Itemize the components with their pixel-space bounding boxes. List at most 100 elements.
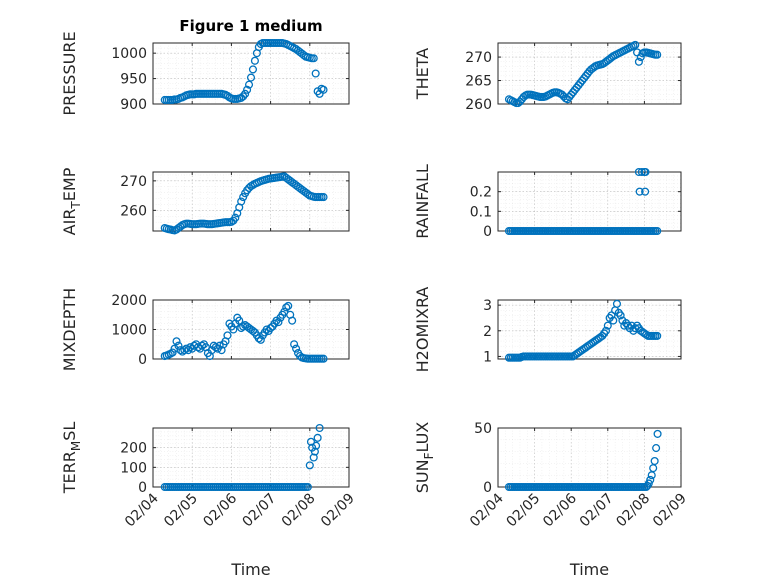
y-axis-label-main: SUN xyxy=(413,459,432,493)
y-axis-label-main: RAINFALL xyxy=(413,164,432,239)
y-axis-label-main: MIXDEPTH xyxy=(60,288,79,371)
y-tick-label: 2000 xyxy=(111,293,147,309)
plot-area xyxy=(497,299,682,360)
data-point xyxy=(612,299,621,308)
y-axis-label: H2OMIXRA xyxy=(413,287,432,373)
y-axis-label-main: H2OMIXRA xyxy=(413,287,432,373)
data-point xyxy=(290,340,299,349)
y-tick-label: 2 xyxy=(483,324,492,340)
data-point xyxy=(172,337,181,346)
x-tick-label: 02/08 xyxy=(613,491,653,531)
y-tick-label: 265 xyxy=(465,74,492,90)
x-tick-label: 02/06 xyxy=(200,490,240,530)
data-point xyxy=(646,475,655,484)
y-axis-label-main: THETA xyxy=(413,48,432,100)
y-tick-label: 270 xyxy=(120,174,147,190)
y-axis-label-main: TERR xyxy=(60,451,79,494)
data-point xyxy=(609,316,618,325)
y-axis-label-rest: EMP xyxy=(60,167,79,201)
data-point xyxy=(239,193,248,202)
data-point xyxy=(243,85,252,94)
y-tick-label: 950 xyxy=(120,72,147,88)
y-axis-label: TERRMSL xyxy=(60,422,83,495)
y-tick-label: 260 xyxy=(465,97,492,113)
data-point xyxy=(642,330,651,339)
data-point xyxy=(653,331,662,340)
y-tick-label: 900 xyxy=(120,97,147,113)
data-point xyxy=(601,326,611,335)
data-point xyxy=(248,65,258,74)
data-point xyxy=(292,344,301,353)
data-point xyxy=(305,461,314,470)
x-tick-label: 02/05 xyxy=(504,491,544,531)
x-axis-label: Time xyxy=(230,560,270,579)
data-point xyxy=(241,89,250,98)
data-point xyxy=(652,444,661,453)
data-point xyxy=(235,316,244,325)
y-tick-label: 0 xyxy=(483,480,492,496)
axes-box xyxy=(497,299,682,360)
y-tick-label: 270 xyxy=(465,50,492,66)
y-tick-label: 1000 xyxy=(111,323,147,339)
data-point xyxy=(319,193,328,202)
data-point xyxy=(288,316,297,325)
data-point xyxy=(311,69,320,78)
data-point xyxy=(250,56,259,65)
data-point xyxy=(653,50,662,59)
data-point xyxy=(256,335,265,344)
data-point xyxy=(603,321,612,330)
data-point xyxy=(174,341,183,350)
data-point xyxy=(246,73,256,82)
y-tick-label: 200 xyxy=(120,441,147,457)
data-point xyxy=(223,331,232,340)
data-point xyxy=(282,303,291,312)
y-axis-label: RAINFALL xyxy=(413,164,432,239)
data-point xyxy=(319,354,328,363)
y-tick-label: 1 xyxy=(483,349,492,365)
data-point xyxy=(197,341,207,350)
data-point xyxy=(309,453,318,462)
data-point xyxy=(313,433,322,442)
x-tick-label: 02/05 xyxy=(161,491,201,531)
x-tick-label: 02/07 xyxy=(577,491,617,531)
y-axis-label-main: AIR xyxy=(60,209,79,236)
x-tick-label: 02/04 xyxy=(122,490,162,530)
x-tick-label: 02/09 xyxy=(650,491,690,531)
y-tick-label: 50 xyxy=(474,421,492,437)
y-axis-label-main: PRESSURE xyxy=(60,31,79,115)
data-point xyxy=(168,348,177,357)
subplot-2: 260 265 270 THETA xyxy=(413,40,682,113)
data-point xyxy=(634,57,643,66)
y-axis-label: PRESSURE xyxy=(60,31,79,115)
y-axis-label-subscript: M xyxy=(69,441,83,451)
subplot-5: 0 1000 2000 MIXDEPTH xyxy=(60,288,350,371)
data-point xyxy=(635,187,644,196)
y-tick-label: 260 xyxy=(120,203,147,219)
y-tick-label: 100 xyxy=(120,460,147,476)
data-point xyxy=(653,226,662,236)
y-axis-label-subscript: T xyxy=(69,201,83,210)
subplot-8: 0 50 SUNFLUX 02/0402/0502/0602/0702/0802/09… xyxy=(413,421,690,579)
data-point xyxy=(641,187,650,196)
y-tick-label: 1000 xyxy=(111,46,147,62)
axes-box xyxy=(152,299,350,360)
data-point xyxy=(310,447,319,456)
data-point xyxy=(266,323,275,333)
x-axis-label: Time xyxy=(569,560,609,579)
chart-title: Figure 1 medium xyxy=(179,17,322,35)
y-axis-label-rest: SL xyxy=(60,422,79,441)
data-point xyxy=(182,344,191,353)
y-axis-label: THETA xyxy=(413,48,432,100)
subplot-4: 0 0.1 0.2 RAINFALL xyxy=(413,164,682,240)
plot-area xyxy=(497,171,682,232)
data-point xyxy=(303,482,312,492)
data-point xyxy=(637,167,646,177)
y-axis-label: SUNFLUX xyxy=(413,422,436,494)
data-point xyxy=(319,85,328,94)
subplot-3: 260 270 AIRTEMP xyxy=(60,167,350,236)
y-tick-label: 0.1 xyxy=(470,204,492,220)
y-axis-label: MIXDEPTH xyxy=(60,288,79,371)
x-tick-label: 02/04 xyxy=(467,490,507,530)
plot-area xyxy=(152,427,350,488)
